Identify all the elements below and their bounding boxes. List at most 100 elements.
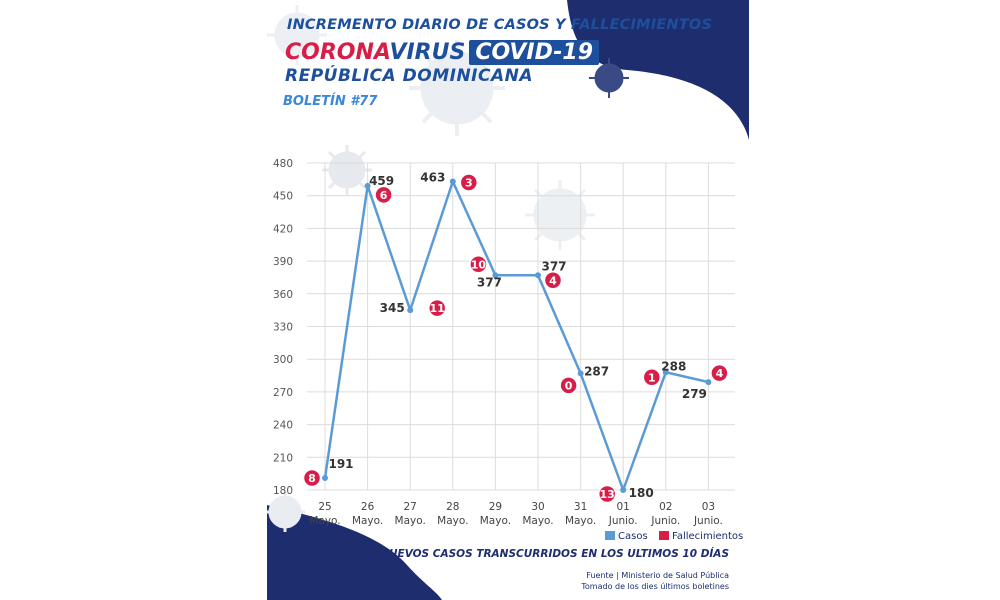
cases-point	[449, 178, 456, 185]
cases-data-label: 287	[584, 364, 609, 378]
cases-data-label: 288	[661, 359, 686, 373]
cases-point	[662, 369, 669, 376]
x-tick-label-month: Mayo.	[352, 515, 383, 527]
cases-data-label: 459	[369, 174, 394, 188]
x-tick-label-month: Junio.	[608, 515, 638, 527]
x-tick-label-day: 28	[446, 501, 459, 513]
navy-top-right-shape	[567, 0, 749, 140]
virus-icon-top-center	[409, 40, 505, 136]
x-tick-label-day: 29	[489, 501, 502, 513]
legend-label: Fallecimientos	[672, 531, 743, 542]
cases-data-label: 463	[420, 171, 445, 185]
cases-point	[705, 379, 712, 386]
background-decoration	[267, 0, 749, 600]
deaths-badge	[302, 468, 322, 488]
y-tick-label: 480	[273, 158, 293, 170]
y-tick-label: 300	[273, 354, 293, 366]
y-tick-label: 210	[273, 452, 293, 464]
brand-virus: VIRUS	[389, 40, 466, 65]
source-credit: Fuente | Ministerio de Salud Pública Tom…	[581, 570, 729, 592]
cases-data-label: 345	[380, 301, 405, 315]
deaths-badge	[597, 484, 617, 504]
virus-icon-top-left	[267, 5, 327, 65]
x-tick-label-day: 03	[702, 501, 715, 513]
cases-data-label: 279	[682, 387, 707, 401]
cases-point	[364, 182, 371, 189]
y-tick-label: 450	[273, 191, 293, 203]
cases-point	[492, 272, 499, 279]
deaths-badge	[427, 298, 447, 318]
deaths-badge	[459, 173, 479, 192]
virus-icon-plot	[322, 145, 372, 195]
legend-swatch	[659, 531, 669, 540]
cases-line	[323, 180, 709, 492]
cases-data-label: 377	[477, 275, 502, 289]
cases-point	[322, 475, 328, 482]
deaths-data-label: 1	[648, 371, 656, 384]
deaths-data-label: 4	[549, 274, 557, 287]
navy-bottom-left-shape	[267, 505, 442, 600]
x-tick-label-day: 31	[574, 501, 587, 513]
legend-label: Casos	[618, 531, 648, 542]
deaths-data-label: 11	[430, 302, 445, 315]
deaths-badge	[559, 376, 578, 395]
logo-mark: C.	[293, 532, 343, 583]
deaths-data-label: 13	[600, 488, 615, 501]
x-tick-label-month: Mayo.	[309, 515, 340, 527]
footer-note: NUEVOS CASOS TRANSCURRIDOS EN LOS ULTIMO…	[380, 548, 729, 560]
cases-point	[535, 272, 541, 279]
logo-text: elCaribe	[287, 581, 339, 596]
x-tick-label-day: 25	[318, 501, 331, 513]
deaths-data-label: 4	[716, 367, 724, 380]
deaths-badge	[374, 185, 393, 205]
x-tick-label-day: 27	[404, 501, 417, 513]
deaths-data-label: 8	[308, 472, 316, 485]
y-tick-label: 180	[273, 485, 293, 497]
y-tick-label: 240	[273, 420, 293, 432]
cases-data-label: 377	[541, 259, 566, 273]
legend-swatch	[605, 531, 615, 540]
cases-point	[620, 487, 627, 493]
chart-title: INCREMENTO DIARIO DE CASOS Y FALLECIMIEN…	[287, 17, 713, 33]
brand-covid-badge: COVID-19	[469, 40, 600, 65]
cases-data-label: 191	[328, 457, 353, 471]
elcaribe-logo: C. elCaribe	[287, 535, 349, 599]
x-tick-label-month: Mayo.	[395, 515, 426, 527]
cases-point	[407, 307, 414, 314]
x-tick-label-month: Mayo.	[480, 515, 511, 527]
deaths-badge	[710, 363, 729, 383]
x-tick-label-month: Junio.	[650, 515, 680, 527]
bulletin-label: BOLETÍN #77	[283, 94, 378, 109]
x-tick-label-day: 01	[617, 501, 630, 513]
virus-icon-top-right	[589, 58, 629, 98]
line-chart: 18021024027030033036039042045048025Mayo.…	[273, 158, 743, 542]
country-label: REPÚBLICA DOMINICANA	[285, 66, 534, 86]
x-tick-label-day: 02	[659, 501, 672, 513]
x-tick-label-day: 26	[361, 501, 375, 513]
brand-line: CORONAVIRUS COVID-19	[285, 40, 600, 66]
x-tick-label-month: Mayo.	[522, 515, 553, 527]
y-tick-label: 420	[273, 223, 293, 235]
deaths-badge	[543, 271, 563, 290]
deaths-badge	[642, 368, 662, 387]
x-tick-label-month: Mayo.	[437, 515, 468, 527]
brand-corona: CORONA	[285, 40, 390, 65]
virus-icon-bottom-left	[267, 492, 305, 532]
cases-data-label: 180	[629, 486, 654, 500]
x-tick-label-month: Mayo.	[565, 515, 596, 527]
x-tick-label-day: 30	[531, 501, 544, 513]
source-line-2: Tomado de los dies últimos boletines	[581, 582, 729, 591]
source-line-1: Fuente | Ministerio de Salud Pública	[586, 571, 729, 580]
y-tick-label: 360	[273, 289, 293, 301]
cases-point	[577, 370, 584, 377]
y-tick-label: 330	[273, 322, 293, 334]
deaths-data-label: 6	[380, 189, 388, 202]
deaths-data-label: 3	[465, 177, 473, 190]
y-tick-label: 270	[273, 387, 293, 399]
infographic-poster: INCREMENTO DIARIO DE CASOS Y FALLECIMIEN…	[267, 0, 749, 600]
x-tick-label-month: Junio.	[693, 515, 723, 527]
y-tick-label: 390	[273, 256, 293, 268]
deaths-data-label: 0	[565, 379, 573, 392]
deaths-data-label: 10	[471, 258, 487, 271]
deaths-badge	[469, 255, 488, 274]
